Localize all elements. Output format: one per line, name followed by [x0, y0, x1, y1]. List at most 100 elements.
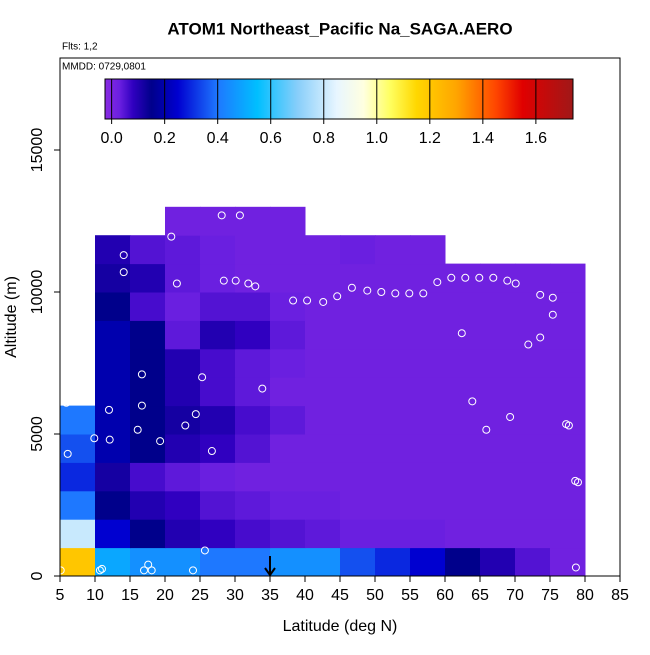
sample-point [167, 232, 176, 241]
sample-point [251, 282, 260, 291]
heatmap-cell [235, 462, 271, 492]
heatmap-cell [305, 320, 341, 350]
x-tick-label: 85 [611, 587, 629, 604]
heatmap-cell [235, 348, 271, 378]
heatmap-cell [270, 377, 306, 407]
sample-point [548, 293, 557, 302]
heatmap-cell [270, 519, 306, 549]
heatmap-cell [270, 434, 306, 463]
sample-point [189, 566, 197, 575]
heatmap-cell [305, 348, 341, 378]
heatmap-cell [515, 320, 551, 350]
heatmap-cell [200, 320, 236, 350]
heatmap-cell [305, 405, 341, 435]
heatmap-cell [340, 462, 376, 492]
heatmap-cell [305, 519, 341, 549]
sample-point [56, 566, 65, 575]
heatmap-cell [340, 405, 376, 435]
heatmap-cell [445, 490, 481, 520]
heatmap-cell [445, 547, 481, 577]
heatmap-cell [480, 490, 516, 520]
heatmap-cell [550, 462, 586, 492]
heatmap-cell [130, 292, 166, 321]
sample-point [482, 425, 491, 434]
heatmap-cell [95, 292, 131, 321]
x-tick-label: 15 [121, 587, 139, 604]
x-tick-label: 45 [331, 587, 349, 604]
heatmap-cell [410, 263, 446, 293]
heatmap-cell [270, 320, 306, 350]
annotation: Flts: 1,2 [62, 42, 98, 53]
sample-point [461, 273, 470, 282]
sample-point [524, 340, 533, 349]
x-tick-label: 20 [156, 587, 174, 604]
x-tick-label: 80 [576, 587, 594, 604]
heatmap-cell [410, 348, 446, 378]
heatmap-cell [235, 235, 271, 265]
heatmap-cell [130, 405, 166, 435]
y-tick-label: 0 [29, 571, 46, 580]
heatmap-cell [305, 235, 341, 265]
heatmap-cell [235, 377, 271, 407]
sample-point [244, 279, 253, 288]
sample-point [137, 401, 146, 410]
heatmap-cell [60, 405, 96, 435]
heatmap-cell [375, 320, 411, 350]
sample-point [217, 211, 226, 220]
heatmap-cell [445, 263, 481, 293]
colorbar [104, 78, 574, 120]
heatmap-cell [550, 490, 586, 520]
heatmap-cell [60, 462, 96, 492]
heatmap-cell [550, 263, 586, 293]
heatmap-cell [95, 320, 131, 350]
heatmap-cell [130, 377, 166, 407]
heatmap-cell [235, 292, 271, 321]
x-tick-label: 30 [226, 587, 244, 604]
sample-point [536, 290, 545, 299]
heatmap-cell [410, 490, 446, 520]
heatmap-cell [375, 263, 411, 293]
sample-point [492, 249, 501, 258]
heatmap-cell [340, 235, 376, 265]
heatmap-cell [410, 547, 446, 577]
heatmap-cell [480, 348, 516, 378]
heatmap-cell [445, 434, 481, 463]
sample-point [172, 279, 181, 288]
heatmap-cell [95, 377, 131, 407]
heatmap-cell [270, 292, 306, 321]
heatmap-cell [515, 292, 551, 321]
heatmap-cell [270, 235, 306, 265]
heatmap-cell [410, 405, 446, 435]
heatmap-cell [235, 405, 271, 435]
heatmap-cell [235, 490, 271, 520]
heatmap-cell [375, 292, 411, 321]
sample-point [475, 273, 484, 282]
heatmap-cell [445, 320, 481, 350]
sample-point [191, 410, 200, 419]
x-tick-label: 50 [366, 587, 384, 604]
heatmap-cell [200, 206, 236, 236]
heatmap-cell [375, 348, 411, 378]
sample-point [303, 296, 312, 305]
sample-point [548, 310, 557, 319]
sample-point [119, 251, 128, 260]
x-tick-label: 35 [261, 587, 279, 604]
colorbar-tick-label: 0.6 [260, 130, 282, 147]
heatmap-cell [270, 462, 306, 492]
heatmap-cell [270, 405, 306, 435]
sample-point [231, 276, 240, 285]
heatmap-cell [165, 519, 201, 549]
heatmap-cell [130, 462, 166, 492]
heatmap-cell [550, 377, 586, 407]
sample-point [119, 268, 128, 277]
heatmap-cell [130, 263, 166, 293]
heatmap-cell [95, 462, 131, 492]
heatmap-cell [375, 519, 411, 549]
latitude-marker [264, 556, 276, 577]
y-tick-label: 5000 [29, 416, 46, 452]
sample-point [156, 437, 165, 446]
heatmap-cell [515, 462, 551, 492]
heatmap-cell [410, 519, 446, 549]
heatmap-cell [445, 405, 481, 435]
sample-point [86, 393, 95, 402]
